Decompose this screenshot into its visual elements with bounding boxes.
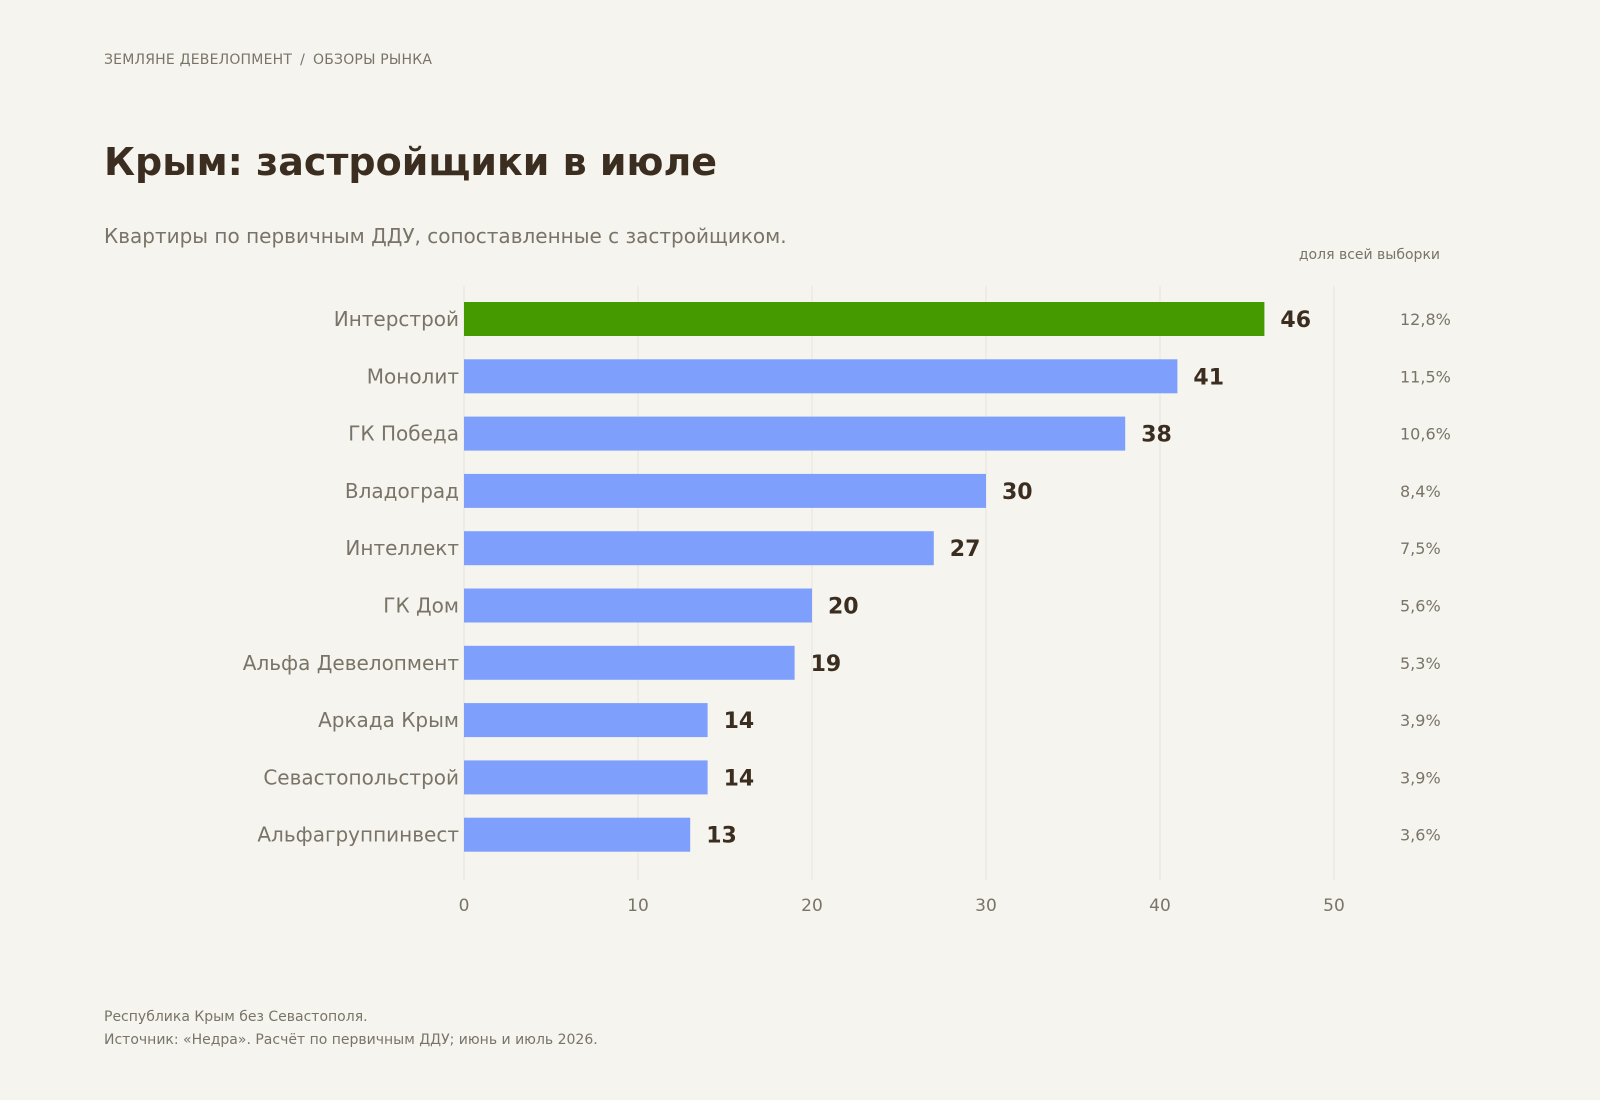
bar-highlighted	[464, 302, 1265, 336]
share-column-header: доля всей выборки	[1299, 247, 1440, 263]
bar	[464, 817, 691, 852]
category-label: Монолит	[367, 364, 460, 388]
share-label: 3,9%	[1400, 711, 1441, 730]
bar	[464, 359, 1178, 394]
x-tick-label: 10	[627, 896, 649, 916]
breadcrumb-brand: ЗЕМЛЯНЕ ДЕВЕЛОПМЕНТ	[104, 52, 293, 68]
bar	[464, 703, 708, 738]
category-label: Севастопольстрой	[263, 765, 459, 789]
bar-value-label: 41	[1193, 365, 1224, 390]
breadcrumb-separator: /	[300, 52, 306, 68]
category-label: ГК Дом	[383, 594, 459, 618]
category-label: Интеллект	[345, 536, 459, 560]
bar	[464, 531, 934, 566]
bar	[464, 416, 1126, 451]
share-label: 3,6%	[1400, 826, 1441, 845]
x-tick-label: 40	[1149, 896, 1171, 916]
category-label: Альфа Девелопмент	[243, 651, 460, 675]
share-label: 10,6%	[1400, 425, 1451, 444]
category-label: ГК Победа	[348, 422, 459, 446]
bar	[464, 588, 812, 623]
breadcrumb-section: ОБЗОРЫ РЫНКА	[313, 52, 433, 68]
chart-subtitle: Квартиры по первичным ДДУ, сопоставленны…	[104, 224, 787, 248]
category-label: Владоград	[345, 479, 459, 503]
bar-value-label: 13	[706, 824, 737, 849]
share-label: 8,4%	[1400, 482, 1441, 501]
bar-value-label: 46	[1280, 308, 1311, 333]
share-label: 12,8%	[1400, 310, 1451, 329]
share-label: 7,5%	[1400, 539, 1441, 558]
x-tick-label: 0	[459, 896, 470, 916]
bar	[464, 645, 795, 680]
bar	[464, 473, 986, 508]
bar-value-label: 38	[1141, 423, 1172, 448]
footer-source: Источник: «Недра». Расчёт по первичным Д…	[104, 1032, 598, 1048]
bar	[464, 760, 708, 795]
category-label: Альфагруппинвест	[257, 823, 459, 847]
chart-title: Крым: застройщики в июле	[104, 140, 718, 184]
bar-value-label: 20	[828, 595, 859, 620]
bar-value-label: 19	[811, 652, 842, 677]
x-tick-label: 30	[975, 896, 997, 916]
share-label: 5,3%	[1400, 654, 1441, 673]
footer-note: Республика Крым без Севастополя.	[104, 1009, 368, 1025]
share-label: 5,6%	[1400, 597, 1441, 616]
x-tick-label: 20	[801, 896, 823, 916]
bar-value-label: 14	[724, 709, 755, 734]
chart-footer: Республика Крым без Севастополя. Источни…	[104, 1006, 598, 1052]
bar-value-label: 14	[724, 766, 755, 791]
category-label: Интерстрой	[334, 307, 459, 331]
x-tick-label: 50	[1323, 896, 1345, 916]
category-label: Аркада Крым	[318, 708, 459, 732]
breadcrumb: ЗЕМЛЯНЕ ДЕВЕЛОПМЕНТ / ОБЗОРЫ РЫНКА	[104, 52, 432, 68]
share-label: 11,5%	[1400, 367, 1451, 386]
bar-value-label: 30	[1002, 480, 1033, 505]
share-label: 3,9%	[1400, 768, 1441, 787]
bar-value-label: 27	[950, 537, 981, 562]
